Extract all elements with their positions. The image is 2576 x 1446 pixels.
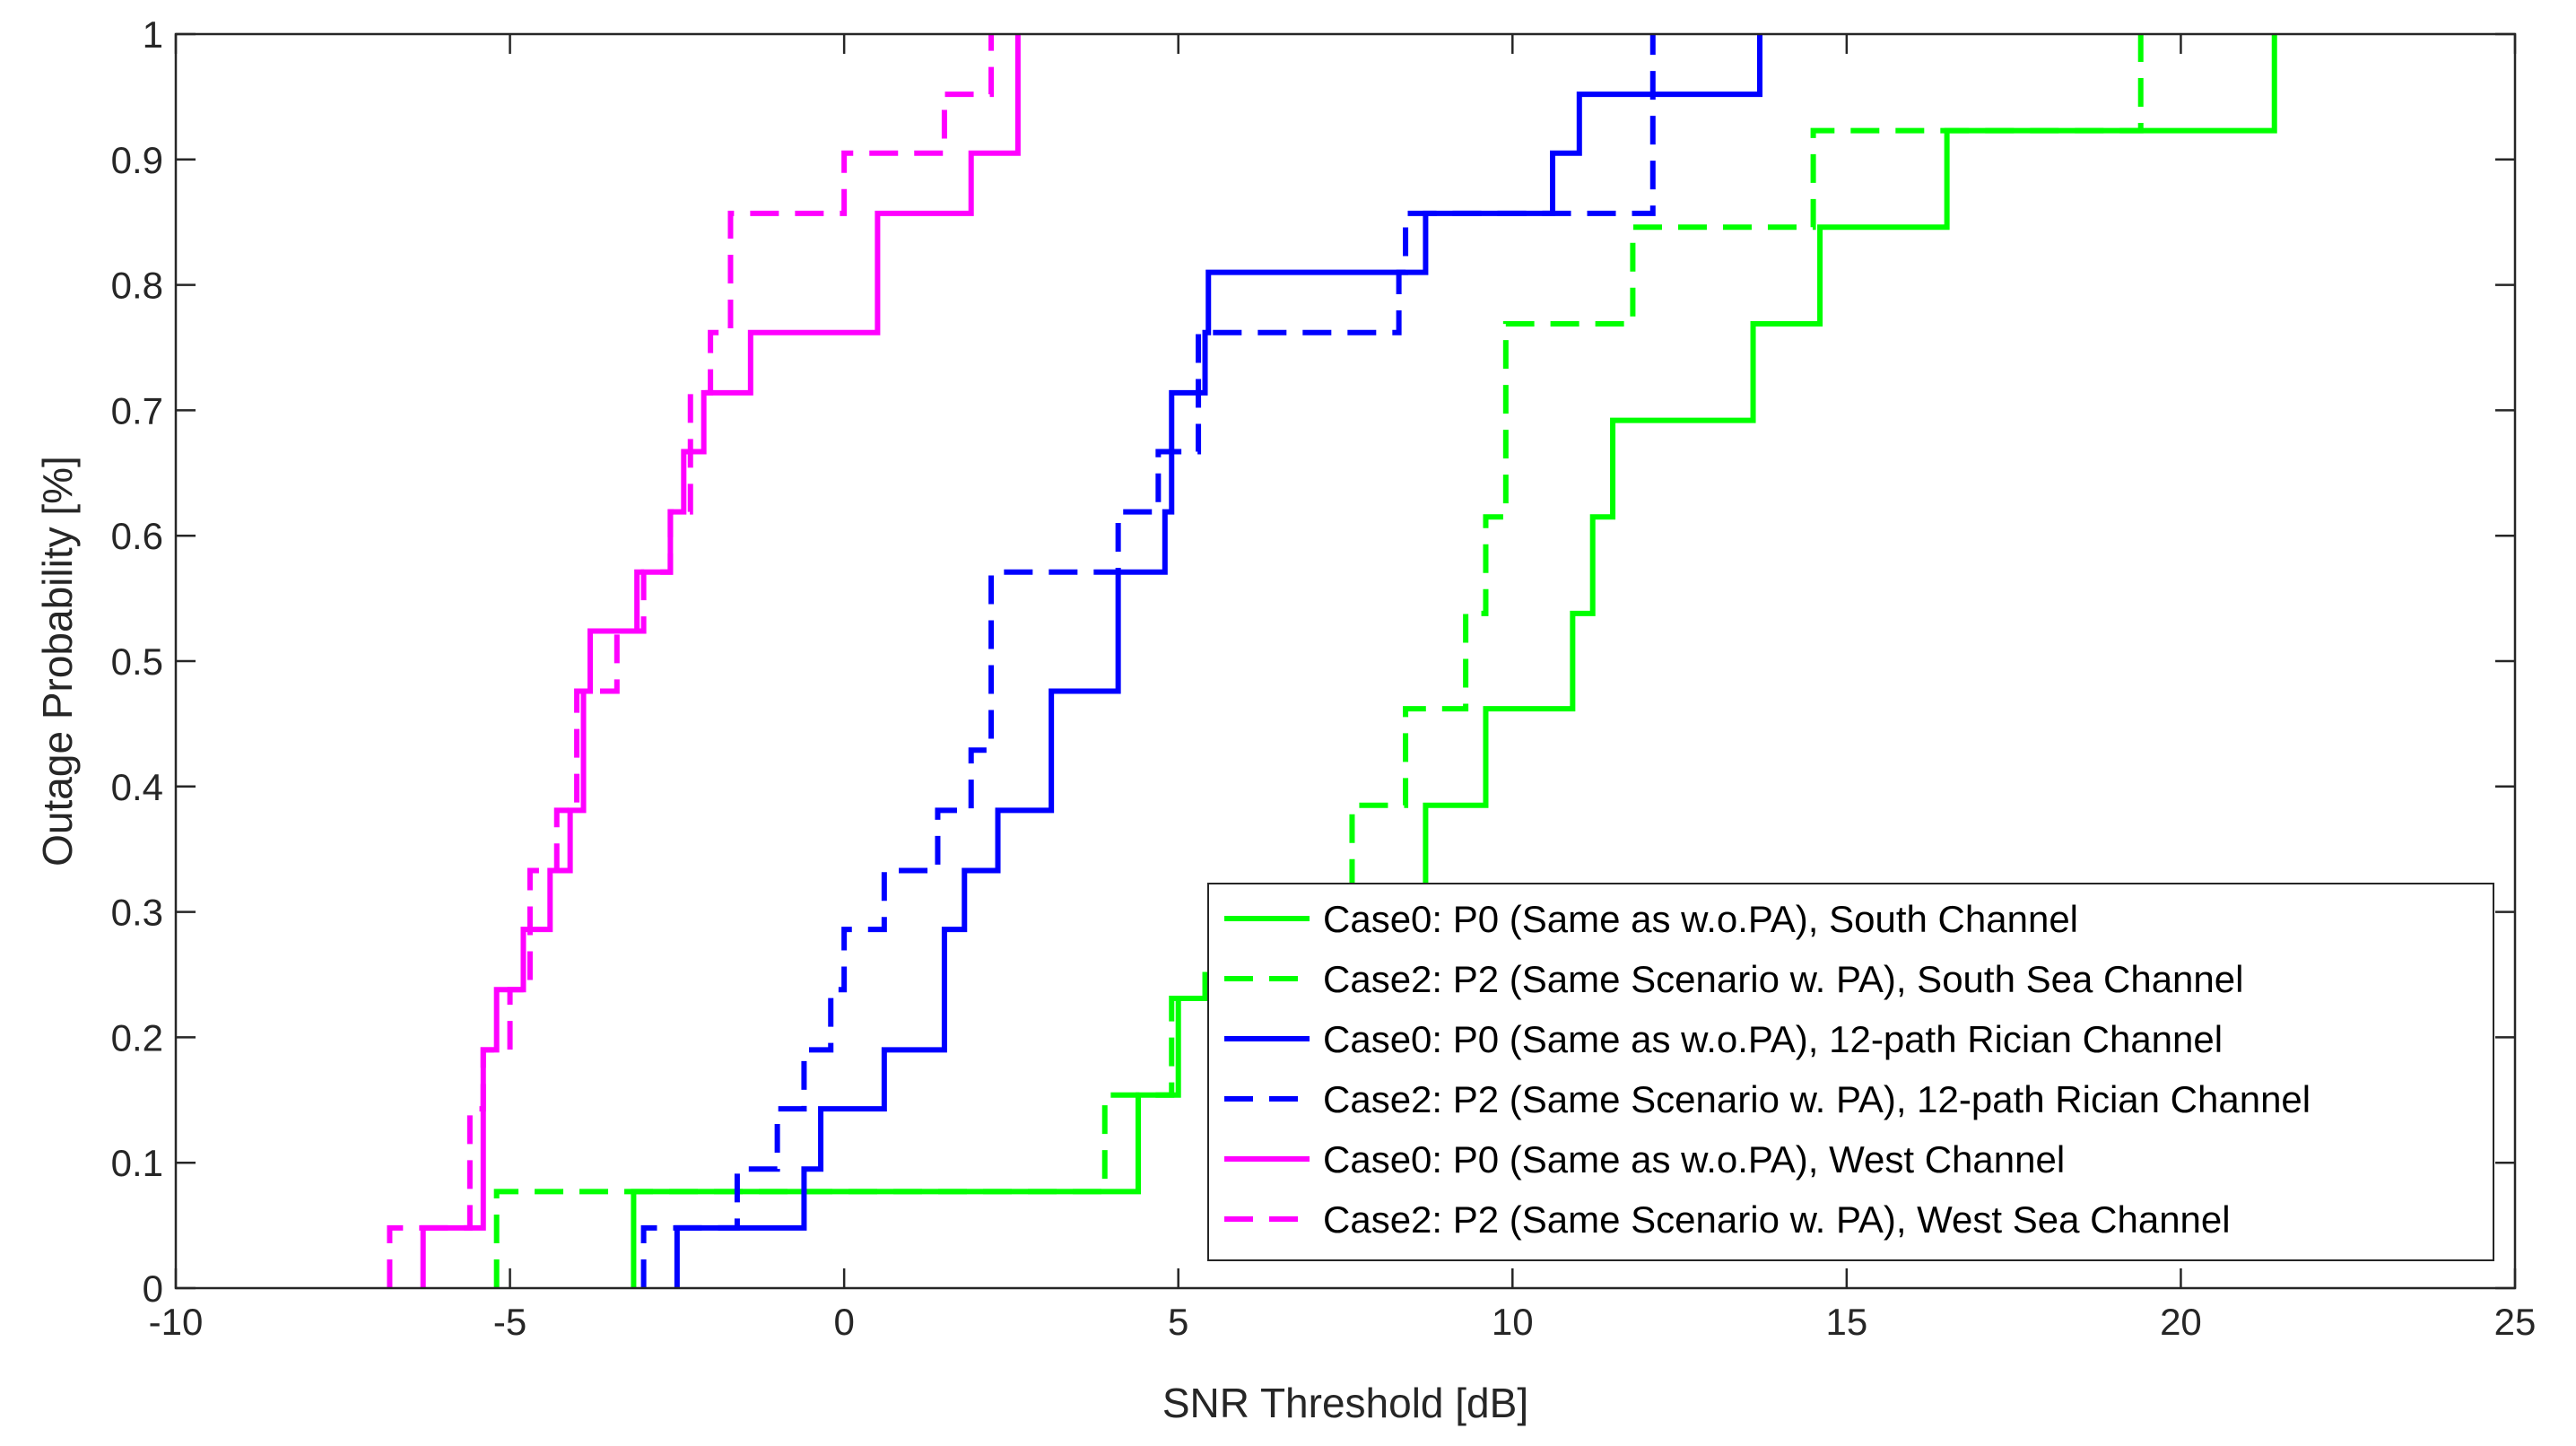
series-line-5 <box>387 34 995 1288</box>
x-tick-label: 20 <box>2160 1301 2202 1343</box>
y-tick-label: 0.5 <box>111 640 163 683</box>
legend-label: Case2: P2 (Same Scenario w. PA), 12-path… <box>1323 1078 2311 1120</box>
x-tick-label: 15 <box>1825 1301 1867 1343</box>
legend-label: Case0: P0 (Same as w.o.PA), 12-path Rici… <box>1323 1018 2223 1060</box>
x-tick-label: 0 <box>833 1301 854 1343</box>
series-line-4 <box>420 34 1021 1288</box>
x-tick-label: 10 <box>1492 1301 1534 1343</box>
y-tick-label: 0.7 <box>111 389 163 431</box>
y-tick-label: 0.9 <box>111 139 163 181</box>
x-tick-label: 5 <box>1168 1301 1188 1343</box>
legend: Case0: P0 (Same as w.o.PA), South Channe… <box>1207 883 2494 1261</box>
y-axis-label: Outage Probability [%] <box>34 456 81 867</box>
x-tick-label: -5 <box>493 1301 527 1343</box>
legend-entries: Case0: P0 (Same as w.o.PA), South Channe… <box>1224 898 2311 1241</box>
legend-label: Case0: P0 (Same as w.o.PA), West Channel <box>1323 1138 2065 1180</box>
series-line-2 <box>674 34 1762 1288</box>
y-tick-label: 0.2 <box>111 1016 163 1058</box>
y-tick-label: 0.4 <box>111 766 163 808</box>
y-tick-label: 0.1 <box>111 1142 163 1184</box>
x-axis-label: SNR Threshold [dB] <box>1162 1380 1528 1426</box>
series-line-0 <box>631 34 2277 1288</box>
x-tick-label: -10 <box>149 1301 204 1343</box>
legend-label: Case2: P2 (Same Scenario w. PA), West Se… <box>1323 1198 2231 1241</box>
series-layer <box>387 33 2277 1288</box>
legend-label: Case2: P2 (Same Scenario w. PA), South S… <box>1323 958 2243 1000</box>
y-tick-label: 0.6 <box>111 515 163 557</box>
axes-layer: -10 -5 0 5 10 15 20 25 0 0.1 0.2 0.3 0.4 0.5 0.6 0.7 0.8… <box>111 13 2537 1343</box>
legend-box <box>1207 883 2494 1261</box>
y-tick-label: 0.8 <box>111 265 163 307</box>
y-tick-label: 0 <box>143 1267 163 1310</box>
series-line-1 <box>493 34 2144 1288</box>
x-tick-label: 25 <box>2494 1301 2537 1343</box>
y-tick-label: 0.3 <box>111 892 163 934</box>
series-line-3 <box>640 34 1656 1288</box>
legend-label: Case0: P0 (Same as w.o.PA), South Channe… <box>1323 898 2078 940</box>
y-tick-label: 1 <box>143 13 163 56</box>
